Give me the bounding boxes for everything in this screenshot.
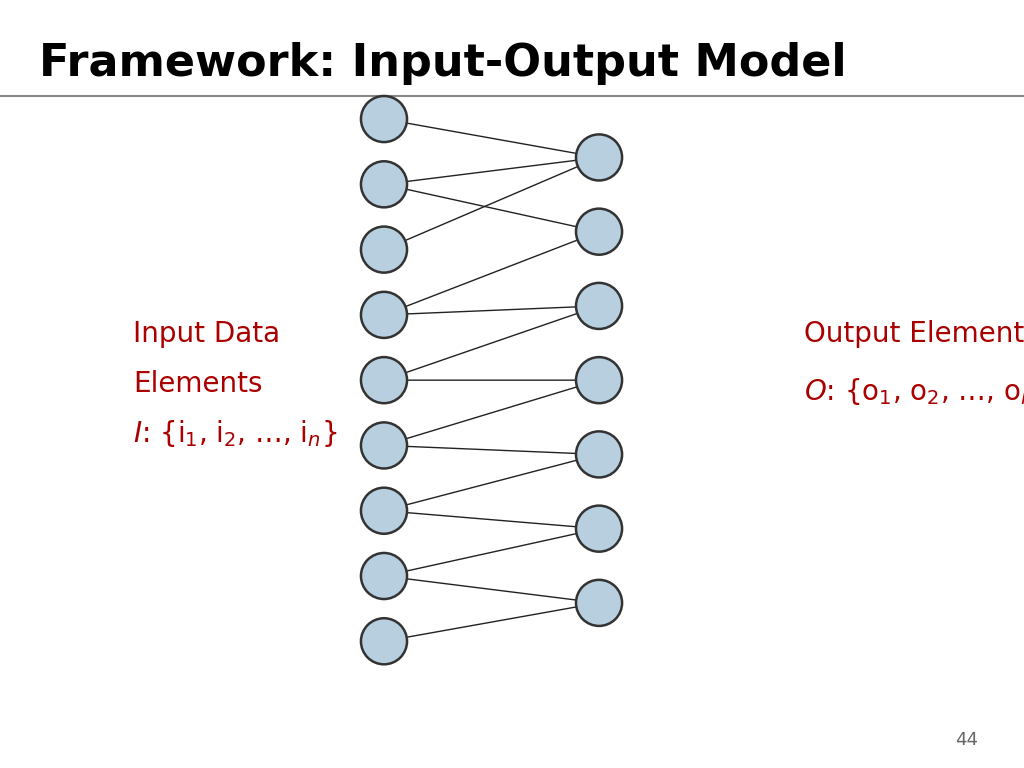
Text: $\mathit{O}$: {o$_1$, o$_2$, …, o$_m$}: $\mathit{O}$: {o$_1$, o$_2$, …, o$_m$} <box>804 376 1024 407</box>
Ellipse shape <box>360 96 408 142</box>
Text: Input Data: Input Data <box>133 320 281 348</box>
Ellipse shape <box>360 227 408 273</box>
Ellipse shape <box>575 283 622 329</box>
Ellipse shape <box>575 134 622 180</box>
Ellipse shape <box>575 432 622 478</box>
Ellipse shape <box>360 422 408 468</box>
Ellipse shape <box>360 357 408 403</box>
Ellipse shape <box>360 292 408 338</box>
Ellipse shape <box>360 488 408 534</box>
Ellipse shape <box>575 357 622 403</box>
Text: Output Elements: Output Elements <box>804 320 1024 348</box>
Text: Elements: Elements <box>133 370 262 398</box>
Ellipse shape <box>575 209 622 255</box>
Text: Framework: Input-Output Model: Framework: Input-Output Model <box>39 42 847 85</box>
Ellipse shape <box>360 553 408 599</box>
Ellipse shape <box>575 505 622 551</box>
Text: $\mathit{I}$: {i$_1$, i$_2$, …, i$_n$}: $\mathit{I}$: {i$_1$, i$_2$, …, i$_n$} <box>133 419 338 449</box>
Ellipse shape <box>360 161 408 207</box>
Ellipse shape <box>575 580 622 626</box>
Ellipse shape <box>360 618 408 664</box>
Text: 44: 44 <box>955 731 978 749</box>
